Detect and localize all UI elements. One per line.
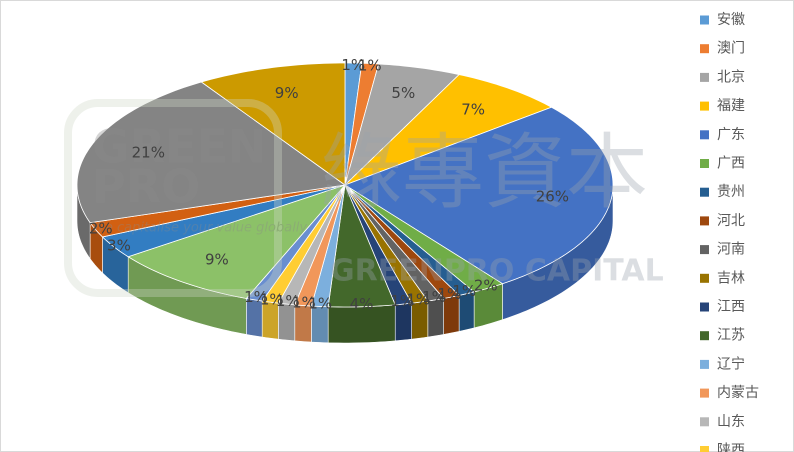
legend-swatch <box>700 187 709 197</box>
pie-slice <box>200 62 346 186</box>
legend-label: 辽宁 <box>717 355 745 372</box>
data-label: 5% <box>391 84 415 102</box>
data-label: 3% <box>107 236 131 254</box>
data-label: 1% <box>276 292 300 310</box>
data-label: 1% <box>437 285 461 303</box>
legend-label: 北京 <box>717 69 745 85</box>
pie <box>76 62 614 344</box>
legend-label: 安徽 <box>717 12 745 28</box>
watermark-text: 綠專資本 <box>320 125 648 220</box>
legend-swatch <box>700 101 709 111</box>
legend-label: 贵州 <box>717 184 745 200</box>
watermark-text: PRO <box>92 160 200 214</box>
data-label: 1% <box>244 288 268 306</box>
legend-swatch <box>700 15 709 25</box>
pie-slice <box>344 106 614 285</box>
pie-slice <box>101 184 346 258</box>
legend-label: 广西 <box>717 156 745 172</box>
legend-label: 河北 <box>717 213 745 229</box>
data-label: 9% <box>205 251 229 269</box>
data-label: 2% <box>474 276 498 294</box>
watermark: GREEN PRO We capitalise your value globa… <box>64 99 664 297</box>
data-label: 1% <box>406 290 430 308</box>
data-label: 1% <box>308 295 332 313</box>
legend-label: 澳门 <box>717 41 745 57</box>
watermark-text: GREENPRO CAPITAL <box>330 254 664 289</box>
data-label: 26% <box>536 187 569 205</box>
legend-label: 广东 <box>717 127 745 143</box>
legend-label: 陕西 <box>717 443 745 452</box>
pie-slice <box>344 184 504 293</box>
legend-swatch <box>700 417 709 427</box>
data-labels: 1%1%5%7%26%2%1%1%1%1%1%4%1%1%1%1%1%9%3%2… <box>89 56 569 313</box>
legend-swatch <box>700 44 709 54</box>
legend-label: 河南 <box>717 242 745 258</box>
watermark-text: GREEN <box>92 120 267 174</box>
legend-swatch <box>700 302 709 312</box>
legend-swatch <box>700 331 709 341</box>
data-label: 1% <box>390 292 414 310</box>
data-label: 2% <box>89 220 113 238</box>
data-label: 1% <box>260 290 284 308</box>
data-label: 1% <box>422 288 446 306</box>
watermark-text: We capitalise your value globally <box>92 221 307 236</box>
pie-slice <box>76 81 347 224</box>
pie-slice <box>127 184 347 299</box>
legend-swatch <box>700 446 709 452</box>
data-label: 9% <box>275 84 299 102</box>
legend-swatch <box>700 72 709 82</box>
legend-label: 江西 <box>717 299 745 315</box>
pie-slice <box>89 184 346 238</box>
pie-slice <box>344 74 553 186</box>
legend-swatch <box>700 359 709 369</box>
data-label: 1% <box>358 56 382 74</box>
data-label: 4% <box>350 295 374 313</box>
legend-swatch <box>700 245 709 255</box>
data-label: 21% <box>132 143 165 161</box>
legend-swatch <box>700 216 709 226</box>
data-label: 1% <box>341 56 365 74</box>
legend-swatch <box>700 159 709 168</box>
legend-label: 山东 <box>717 414 745 430</box>
legend-label: 内蒙古 <box>717 385 759 401</box>
data-label: 1% <box>452 282 476 300</box>
data-label: 1% <box>292 294 316 312</box>
legend-label: 吉林 <box>717 270 745 286</box>
data-label: 7% <box>461 100 485 118</box>
legend-swatch <box>700 273 709 283</box>
legend-swatch <box>700 388 709 398</box>
legend-swatch <box>700 130 709 140</box>
pie-slice <box>344 63 460 187</box>
legend-label: 福建 <box>717 98 745 114</box>
pie-slice <box>327 183 396 308</box>
legend-label: 江苏 <box>717 328 745 344</box>
watermark-frame <box>64 99 282 297</box>
